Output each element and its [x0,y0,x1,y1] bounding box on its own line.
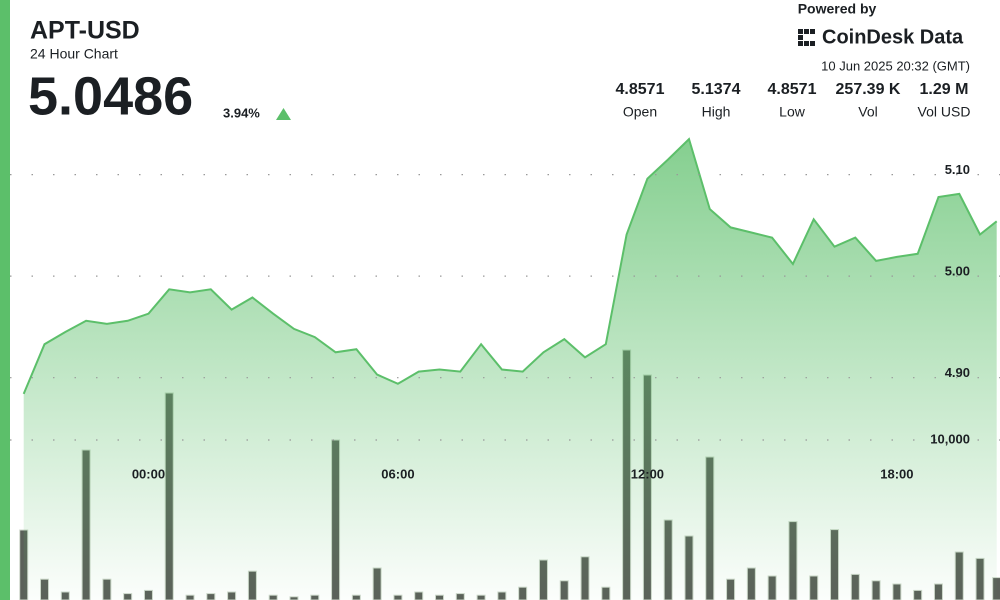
y-tick-label: 5.10 [945,162,970,177]
stat-value: 4.8571 [768,81,817,98]
stat-label: Vol USD [918,104,971,120]
chart-title: APT-USD [30,17,140,45]
x-tick-label: 06:00 [381,466,414,481]
plot-area: 4.90 5.00 5.10 10,000 00:00 06:00 12:00 18:00 [10,137,1000,600]
brand: CoinDesk Data [822,26,964,48]
stat-label: High [702,104,731,120]
up-arrow [276,108,291,120]
stat-label: Open [623,104,657,120]
stat-value: 257.39 K [836,81,901,98]
accent-strip [0,0,10,600]
x-tick-label: 12:00 [631,466,664,481]
x-tick-label: 18:00 [880,466,913,481]
change: 3.94% [223,105,260,120]
stats: 4.8571 Open 5.1374 High 4.8571 Low 257.39 K Vol… [616,81,971,119]
stat-label: Low [779,104,806,120]
powered-by: Powered by [798,1,877,17]
y2-tick-label: 10,000 [930,431,970,446]
price-area [23,139,997,600]
stat-label: Vol [858,104,877,120]
y-tick-label: 4.90 [945,365,970,380]
brand-logo [798,29,815,46]
chart-subtitle: 24 Hour Chart [30,46,118,62]
price: 5.0486 [28,66,193,126]
price-line [22,137,998,395]
stat-value: 1.29 M [920,81,969,98]
x-tick-label: 00:00 [132,466,165,481]
y-tick-label: 5.00 [945,264,970,279]
stat-value: 4.8571 [616,81,665,98]
stat-value: 5.1374 [692,81,741,98]
timestamp: 10 Jun 2025 20:32 (GMT) [821,58,970,73]
